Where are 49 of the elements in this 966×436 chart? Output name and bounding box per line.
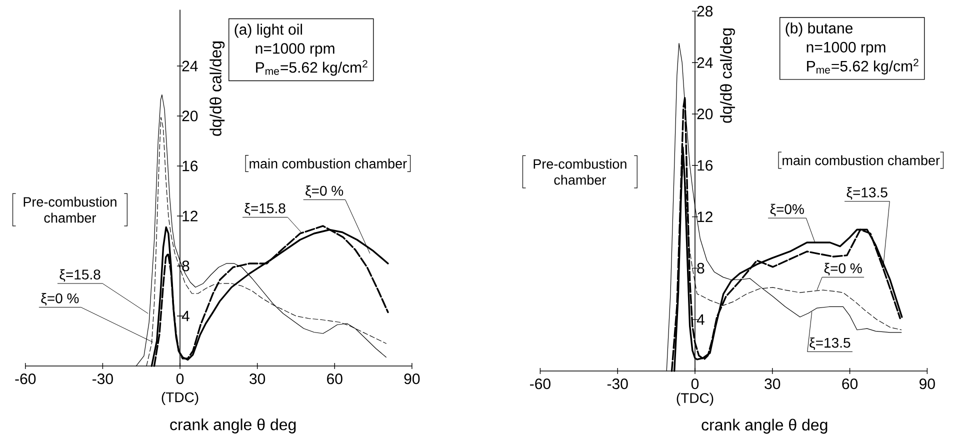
y-tick-label: 4 — [182, 310, 190, 322]
annotation: ξ=0 % — [306, 185, 344, 198]
text: (TDC) — [162, 392, 198, 406]
x-tick-label: 90 — [404, 374, 420, 384]
y-tick-label: 12 — [698, 212, 712, 222]
x-tick-label: -30 — [607, 378, 628, 390]
y-tick-label: 28 — [697, 6, 713, 16]
annotation: Pre-combustion chamber — [24, 196, 116, 223]
annotation: ξ=15.8 — [244, 202, 286, 216]
x-tick-label: -60 — [530, 378, 550, 390]
annotation: main combustion chamber — [782, 155, 940, 166]
annotation: n=1000 rpm — [806, 42, 886, 56]
y-axis-title: dq/dθ cal/deg — [210, 42, 225, 136]
x-tick-label: -30 — [92, 374, 113, 384]
y-tick-label: 12 — [182, 210, 198, 222]
y-tick-label: 24 — [182, 60, 198, 72]
annotation: ξ=0 % — [824, 262, 862, 276]
text: (b) butane — [786, 22, 853, 36]
x-tick-label: -60 — [15, 374, 36, 384]
y-tick-label: 8 — [182, 260, 190, 272]
y-tick-label: 20 — [697, 108, 713, 120]
annotation: main combustion chamber — [250, 158, 407, 168]
annotation: P$_{me}$=5.62 kg/cm$^{2}$ — [256, 60, 368, 76]
annotation: ξ=13.5 — [846, 187, 888, 200]
y-tick-label: 16 — [182, 160, 198, 172]
y-tick-label: 16 — [698, 160, 713, 171]
x-tick-label: 60 — [327, 374, 342, 384]
annotation: ξ=0% — [770, 204, 804, 216]
x-axis-title: crank angle θ deg — [170, 418, 296, 434]
annotation: P$_{me}$=5.62 kg/cm$^{2}$ — [807, 58, 918, 74]
text: (TDC) — [676, 392, 714, 406]
x-tick-label: 60 — [842, 378, 858, 390]
x-tick-label: 0 — [691, 378, 699, 390]
x-axis-title: crank angle θ deg — [702, 418, 828, 434]
x-tick-label: 90 — [920, 378, 935, 390]
y-tick-label: 8 — [697, 262, 704, 274]
annotation: ξ=15.8 — [60, 269, 100, 282]
x-tick-label: 30 — [250, 374, 266, 384]
annotation: ξ=0 % — [41, 292, 79, 306]
y-axis-title: dq/dθ cal/deg — [720, 28, 735, 123]
annotation: n=1000 rpm — [256, 43, 334, 57]
y-tick-label: 20 — [182, 110, 198, 122]
text: (a) light oil — [234, 24, 302, 38]
annotation: ξ=13.5 — [810, 337, 850, 350]
y-tick-label: 24 — [697, 57, 713, 68]
x-tick-label: 0 — [176, 374, 184, 384]
annotation: Pre-combustion chamber — [534, 158, 626, 185]
x-tick-label: 30 — [764, 378, 780, 390]
y-tick-label: 4 — [696, 314, 704, 325]
